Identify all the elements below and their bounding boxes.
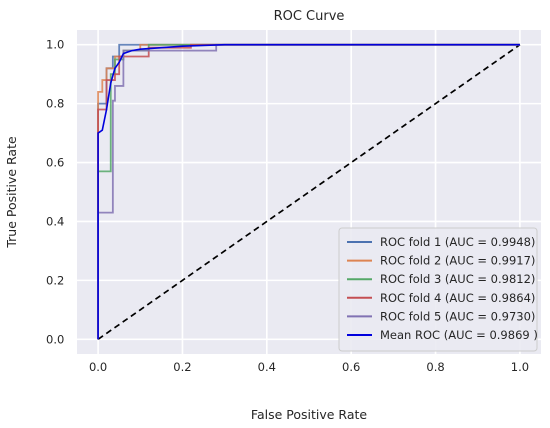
y-axis-label: True Positive Rate — [4, 136, 19, 249]
x-tick-label: 0.6 — [342, 360, 360, 374]
x-tick-label: 0.4 — [258, 360, 276, 374]
roc-fold-5-line — [97, 43, 520, 340]
legend-box — [338, 227, 538, 352]
legend: ROC fold 1 (AUC = 0.9948) ROC fold 2 (AUC… — [338, 227, 538, 352]
x-tick-label: 1.0 — [511, 360, 529, 374]
legend-label: ROC fold 2 (AUC = 0.9917) — [380, 254, 535, 268]
chance-line — [97, 44, 521, 340]
legend-label: ROC fold 4 (AUC = 0.9864) — [380, 291, 535, 305]
x-tick-label: 0.8 — [426, 360, 444, 374]
legend-label: ROC fold 1 (AUC = 0.9948) — [380, 235, 535, 249]
legend-label: ROC fold 5 (AUC = 0.9730) — [380, 309, 535, 323]
x-axis-label: False Positive Rate — [251, 407, 367, 422]
y-tick-label: 0.8 — [46, 97, 64, 111]
y-tick-label: 1.0 — [46, 38, 64, 52]
y-axis-ticks: 0.0 0.2 0.4 0.6 0.8 1.0 — [46, 38, 64, 347]
x-axis-ticks: 0.0 0.2 0.4 0.6 0.8 1.0 — [89, 360, 529, 374]
roc-series — [97, 43, 520, 340]
grid-lines — [77, 30, 541, 354]
chance-diagonal — [97, 44, 521, 340]
legend-label: ROC fold 3 (AUC = 0.9812) — [380, 272, 535, 286]
y-tick-label: 0.6 — [46, 156, 64, 170]
y-tick-label: 0.2 — [46, 273, 64, 287]
y-tick-label: 0.4 — [46, 214, 64, 228]
legend-label: Mean ROC (AUC = 0.9869 ) — [380, 328, 538, 342]
x-tick-label: 0.2 — [173, 360, 191, 374]
mean-roc-line — [97, 43, 520, 340]
x-tick-label: 0.0 — [89, 360, 107, 374]
y-tick-label: 0.0 — [46, 332, 64, 346]
chart-title: ROC Curve — [274, 9, 345, 24]
